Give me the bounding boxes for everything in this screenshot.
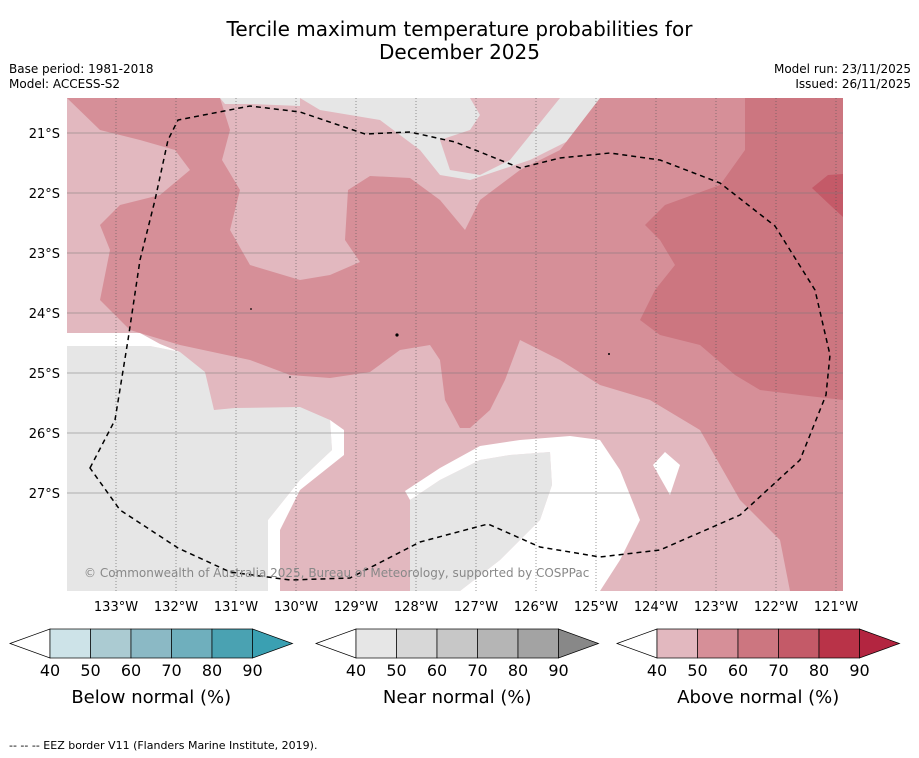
lat-label: 25°S xyxy=(29,367,60,382)
colorbar-swatch xyxy=(90,628,132,659)
colorbar-swatch xyxy=(737,628,779,659)
colorbar-tick: 40 xyxy=(40,661,60,680)
colorbar-tick: 80 xyxy=(809,661,829,680)
lon-label: 128°W xyxy=(394,600,438,615)
colorbar-0: 40 50 60 70 80 90 Below normal (%) xyxy=(8,628,294,708)
lon-label: 122°W xyxy=(754,600,798,615)
white-gap-east xyxy=(653,452,680,495)
lon-label: 131°W xyxy=(214,600,258,615)
colorbar-tick: 90 xyxy=(242,661,262,680)
colorbar-title: Near normal (%) xyxy=(383,687,532,708)
lat-lines xyxy=(67,132,843,494)
lon-label: 123°W xyxy=(694,600,738,615)
title-line-1: Tercile maximum temperature probabilitie… xyxy=(226,17,693,41)
colorbar-swatch xyxy=(517,628,559,659)
lon-label: 127°W xyxy=(454,600,498,615)
lon-label: 121°W xyxy=(814,600,858,615)
colorbar-tick: 50 xyxy=(386,661,406,680)
lon-label: 132°W xyxy=(154,600,198,615)
above-normal-60-70 xyxy=(640,98,843,400)
lat-label: 24°S xyxy=(29,307,60,322)
white-band-southwest xyxy=(67,333,344,591)
colorbar-title: Above normal (%) xyxy=(677,687,839,708)
colorbar-low-arrow xyxy=(615,628,658,659)
colorbar-swatch xyxy=(130,628,172,659)
colorbar-swatch xyxy=(211,628,253,659)
map-title: Tercile maximum temperature probabilitie… xyxy=(0,18,919,64)
colorbar-title: Below normal (%) xyxy=(71,687,231,708)
lon-label: 126°W xyxy=(514,600,558,615)
colorbar-swatch xyxy=(171,628,213,659)
colorbar-swatch xyxy=(818,628,860,659)
colorbar-tick: 80 xyxy=(508,661,528,680)
colorbar-swatch xyxy=(49,628,91,659)
lat-label: 22°S xyxy=(29,187,60,202)
near-normal-patch-northwest xyxy=(220,98,300,106)
near-normal-patch-north xyxy=(300,98,600,180)
lon-label: 130°W xyxy=(274,600,318,615)
lat-label: 23°S xyxy=(29,247,60,262)
colorbar-swatch xyxy=(436,628,478,659)
colorbar-tick: 70 xyxy=(768,661,788,680)
white-band-south xyxy=(405,436,640,591)
colorbar-swatch xyxy=(355,628,397,659)
colorbar-tick: 70 xyxy=(161,661,181,680)
eez-footnote: -- -- -- EEZ border V11 (Flanders Marine… xyxy=(9,739,318,752)
meta-left: Base period: 1981-2018 Model: ACCESS-S2 xyxy=(9,62,154,92)
colorbar-tick: 60 xyxy=(427,661,447,680)
colorbar-tick: 90 xyxy=(548,661,568,680)
lon-label: 129°W xyxy=(334,600,378,615)
copyright-text: © Commonwealth of Australia 2025, Bureau… xyxy=(84,566,589,580)
colorbar-high-arrow xyxy=(252,628,294,659)
colorbar-group: 40 50 60 70 80 90 Below normal (%) 40 50 60 70 80 90… xyxy=(8,628,901,708)
model-run: Model run: 23/11/2025 xyxy=(773,62,911,76)
colorbar-swatch xyxy=(396,628,438,659)
colorbar-tick: 40 xyxy=(647,661,667,680)
base-period: Base period: 1981-2018 xyxy=(9,62,154,76)
title-line-2: December 2025 xyxy=(379,40,540,64)
colorbar-tick: 60 xyxy=(121,661,141,680)
colorbar-high-arrow xyxy=(859,628,901,659)
above-normal-70-80 xyxy=(812,174,843,217)
colorbar-tick: 90 xyxy=(849,661,869,680)
meta-right: Model run: 23/11/2025 Issued: 26/11/2025 xyxy=(774,62,911,92)
colorbar-swatch xyxy=(697,628,739,659)
lon-label: 124°W xyxy=(634,600,678,615)
colorbar-tick: 40 xyxy=(346,661,366,680)
colorbar-2: 40 50 60 70 80 90 Above normal (%) xyxy=(615,628,901,708)
model-name: Model: ACCESS-S2 xyxy=(9,77,121,91)
lat-label: 27°S xyxy=(29,487,60,502)
lat-label: 21°S xyxy=(29,127,60,142)
colorbar-tick: 70 xyxy=(467,661,487,680)
colorbar-swatch xyxy=(477,628,519,659)
colorbar-high-arrow xyxy=(558,628,600,659)
colorbar-swatch xyxy=(778,628,820,659)
near-normal-patch-south xyxy=(410,452,552,591)
islands xyxy=(250,308,610,378)
grid-lines xyxy=(115,98,837,591)
eez-border xyxy=(89,105,831,581)
longitude-axis: 133°W 132°W 131°W 130°W 129°W 128°W 127°… xyxy=(94,600,858,615)
colorbar-low-arrow xyxy=(314,628,357,659)
lat-label: 26°S xyxy=(29,427,60,442)
colorbar-swatch xyxy=(656,628,698,659)
near-normal-zone-southwest xyxy=(67,346,332,591)
lon-label: 133°W xyxy=(94,600,138,615)
colorbar-tick: 50 xyxy=(80,661,100,680)
lon-label: 125°W xyxy=(574,600,618,615)
issued-date: Issued: 26/11/2025 xyxy=(795,77,911,91)
latitude-axis: 21°S 22°S 23°S 24°S 25°S 26°S 27°S xyxy=(29,127,60,502)
colorbar-tick: 50 xyxy=(687,661,707,680)
colorbar-1: 40 50 60 70 80 90 Near normal (%) xyxy=(314,628,600,708)
colorbar-tick: 80 xyxy=(202,661,222,680)
colorbar-low-arrow xyxy=(8,628,51,659)
colorbar-tick: 60 xyxy=(728,661,748,680)
